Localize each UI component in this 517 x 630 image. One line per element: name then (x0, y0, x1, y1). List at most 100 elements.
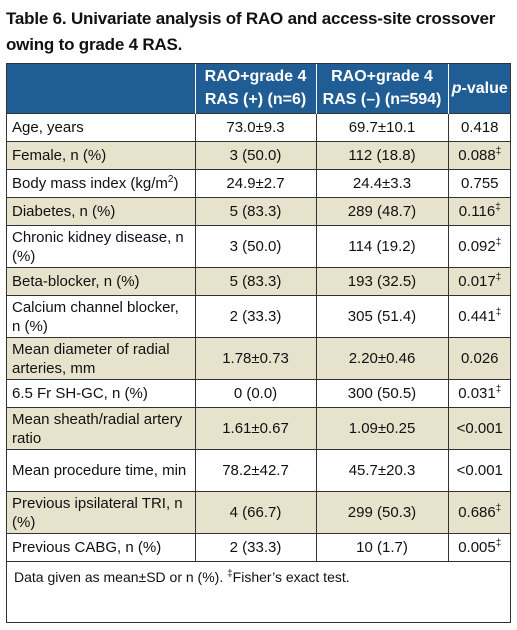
cell-p-value: 0.088‡ (447, 141, 511, 170)
table-row: Mean sheath/radial artery ratio 1.61±0.67… (6, 407, 511, 450)
row-label: Diabetes, n (%) (6, 197, 195, 226)
row-label-text: Mean diameter of radial arteries, mm (12, 340, 170, 377)
row-label-text: Body mass index (kg/m (12, 175, 168, 192)
row-label: Mean diameter of radial arteries, mm (6, 337, 195, 380)
table-row: Mean diameter of radial arteries, mm 1.78… (6, 337, 511, 380)
row-label: 6.5 Fr SH-GC, n (%) (6, 379, 195, 408)
footnote-text-1: Data given as mean±SD or n (%). (14, 568, 228, 585)
cell-grade4-positive: 5 (83.3) (194, 197, 316, 226)
cell-grade4-negative: 289 (48.7) (315, 197, 448, 226)
cell-grade4-positive: 4 (66.7) (194, 491, 316, 534)
cell-p-value: 0.116‡ (447, 197, 511, 226)
row-label: Mean procedure time, min (6, 449, 195, 492)
p-value-text: 0.441 (458, 308, 496, 325)
row-label: Previous ipsilateral TRI, n (%) (6, 491, 195, 534)
cell-p-value: 0.031‡ (447, 379, 511, 408)
cell-grade4-positive: 0 (0.0) (194, 379, 316, 408)
header-grade4-positive: RAO+grade 4 RAS (+) (n=6) (194, 63, 316, 114)
table-row: 6.5 Fr SH-GC, n (%) 0 (0.0) 300 (50.5) 0.03… (6, 379, 511, 408)
cell-grade4-negative: 305 (51.4) (315, 295, 448, 338)
cell-grade4-positive: 1.78±0.73 (194, 337, 316, 380)
row-label-text: Previous ipsilateral TRI, n (%) (12, 494, 183, 531)
p-value-text: 0.005 (458, 539, 496, 556)
table-row: Previous ipsilateral TRI, n (%) 4 (66.7) 2… (6, 491, 511, 534)
cell-grade4-positive: 3 (50.0) (194, 141, 316, 170)
row-label-superscript: 2 (167, 174, 174, 185)
header-p-value: p-value (447, 63, 511, 114)
row-label: Previous CABG, n (%) (6, 533, 195, 562)
cell-grade4-negative: 24.4±3.3 (315, 169, 448, 198)
table-row: Chronic kidney disease, n (%) 3 (50.0) 114… (6, 225, 511, 268)
header-empty (6, 63, 195, 114)
footnote-row: Data given as mean±SD or n (%). ‡Fisher’… (6, 561, 511, 592)
p-value-text: 0.686 (458, 504, 496, 521)
cell-grade4-positive: 24.9±2.7 (194, 169, 316, 198)
row-label-text: Chronic kidney disease, n (%) (12, 228, 184, 265)
fisher-test-mark: ‡ (495, 538, 502, 549)
row-label: Age, years (6, 113, 195, 142)
footnote-mark: ‡ (227, 567, 233, 579)
p-value-text: 0.026 (460, 350, 499, 367)
table-row: Calcium channel blocker, n (%) 2 (33.3) 30… (6, 295, 511, 338)
cell-p-value: 0.026 (447, 337, 511, 380)
cell-grade4-positive: 2 (33.3) (194, 533, 316, 562)
cell-p-value: 0.017‡ (447, 267, 511, 296)
cell-p-value: 0.441‡ (447, 295, 511, 338)
cell-grade4-negative: 1.09±0.25 (315, 407, 448, 450)
cell-grade4-negative: 10 (1.7) (315, 533, 448, 562)
cell-grade4-positive: 2 (33.3) (194, 295, 316, 338)
p-value-text: 0.088 (458, 147, 496, 164)
table-row: Female, n (%) 3 (50.0) 112 (18.8) 0.088‡ (6, 141, 511, 170)
row-label: Calcium channel blocker, n (%) (6, 295, 195, 338)
cell-grade4-positive: 3 (50.0) (194, 225, 316, 268)
fisher-test-mark: ‡ (495, 146, 502, 157)
row-label-text: Previous CABG, n (%) (12, 539, 162, 556)
cell-grade4-negative: 114 (19.2) (315, 225, 448, 268)
cell-grade4-positive: 73.0±9.3 (194, 113, 316, 142)
table-row: Previous CABG, n (%) 2 (33.3) 10 (1.7) 0.00… (6, 533, 511, 562)
cell-grade4-positive: 5 (83.3) (194, 267, 316, 296)
footnote-text-2: Fisher’s exact test. (232, 568, 350, 585)
row-label-text: 6.5 Fr SH-GC, n (%) (12, 385, 148, 402)
cell-p-value: 0.092‡ (447, 225, 511, 268)
header-p-rest: -value (461, 79, 508, 97)
cell-grade4-positive: 78.2±42.7 (194, 449, 316, 492)
cell-p-value: <0.001 (447, 407, 511, 450)
table-row: Mean procedure time, min 78.2±42.7 45.7±20… (6, 449, 511, 492)
header-p-italic: p (451, 79, 462, 97)
fisher-test-mark: ‡ (495, 272, 502, 283)
row-label-text: Mean procedure time, min (12, 462, 187, 479)
fisher-test-mark: ‡ (495, 503, 502, 514)
header-grade4-negative: RAO+grade 4 RAS (–) (n=594) (315, 63, 448, 114)
p-value-text: <0.001 (456, 420, 503, 437)
p-value-text: <0.001 (456, 462, 503, 479)
cell-p-value: 0.755 (447, 169, 511, 198)
cell-grade4-negative: 299 (50.3) (315, 491, 448, 534)
cell-grade4-negative: 45.7±20.3 (315, 449, 448, 492)
row-label-tail: ) (173, 175, 179, 192)
row-label-text: Mean sheath/radial artery ratio (12, 410, 183, 447)
row-label-text: Calcium channel blocker, n (%) (12, 298, 179, 335)
row-label-text: Diabetes, n (%) (12, 203, 116, 220)
table-row: Age, years 73.0±9.3 69.7±10.1 0.418 (6, 113, 511, 142)
p-value-text: 0.755 (460, 175, 499, 192)
footnote: Data given as mean±SD or n (%). ‡Fisher’… (6, 561, 511, 592)
p-value-text: 0.031 (458, 385, 496, 402)
cell-grade4-positive: 1.61±0.67 (194, 407, 316, 450)
p-value-text: 0.116 (458, 203, 496, 220)
row-label-text: Age, years (12, 119, 84, 136)
p-value-text: 0.017 (458, 273, 496, 290)
fisher-test-mark: ‡ (495, 237, 502, 248)
data-table: RAO+grade 4 RAS (+) (n=6) RAO+grade 4 RA… (6, 63, 511, 592)
table-row: Body mass index (kg/m2) 24.9±2.7 24.4±3.3 0… (6, 169, 511, 198)
row-label: Female, n (%) (6, 141, 195, 170)
fisher-test-mark: ‡ (495, 202, 501, 213)
fisher-test-mark: ‡ (495, 384, 502, 395)
cell-p-value: 0.418 (447, 113, 511, 142)
fisher-test-mark: ‡ (495, 307, 502, 318)
cell-p-value: 0.005‡ (447, 533, 511, 562)
cell-grade4-negative: 193 (32.5) (315, 267, 448, 296)
table-row: Beta-blocker, n (%) 5 (83.3) 193 (32.5) 0.0… (6, 267, 511, 296)
row-label: Beta-blocker, n (%) (6, 267, 195, 296)
cell-grade4-negative: 300 (50.5) (315, 379, 448, 408)
